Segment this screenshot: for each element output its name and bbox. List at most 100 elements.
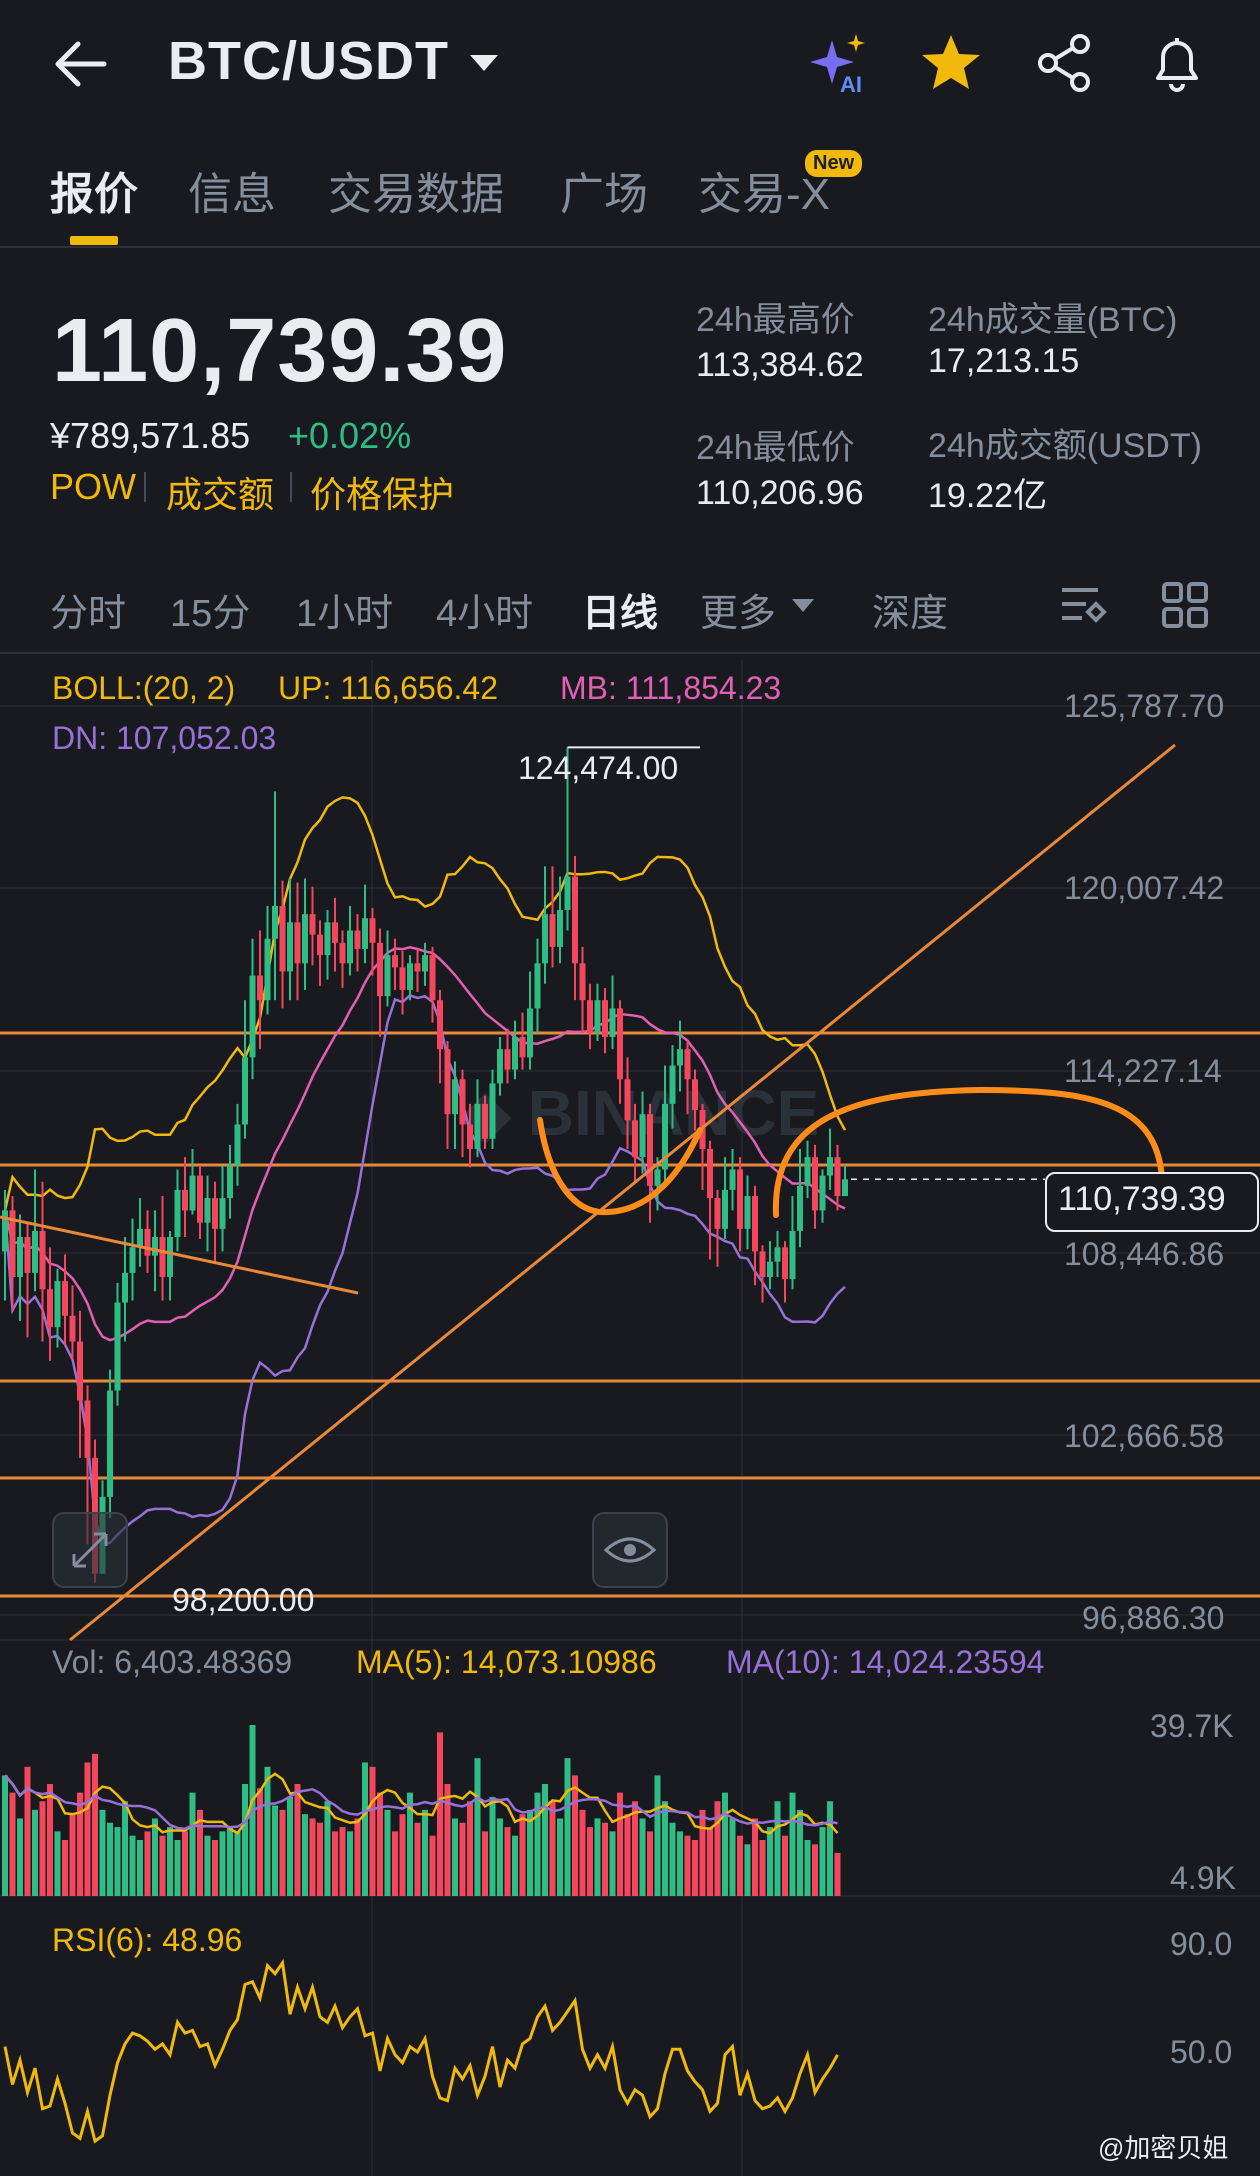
candle-body — [317, 934, 323, 956]
volume-bar — [339, 1827, 346, 1896]
volume-bar — [62, 1840, 68, 1896]
tab-quote[interactable]: 报价 — [50, 170, 138, 219]
stat-high-value: 113,384.62 — [696, 346, 864, 384]
volume-bar — [459, 1822, 466, 1896]
candle-body — [414, 963, 421, 972]
volume-bar — [354, 1818, 361, 1896]
candle-body — [129, 1247, 136, 1273]
candle-body — [459, 1079, 466, 1125]
candle-body — [54, 1281, 61, 1328]
volume-bar — [437, 1732, 443, 1896]
candle-body — [587, 1000, 593, 1033]
interval-15m[interactable]: 15分 — [170, 593, 251, 635]
tab-active-indicator — [70, 236, 118, 245]
volume-bar — [729, 1818, 736, 1896]
candle-body — [152, 1237, 158, 1256]
volume-bar — [527, 1809, 533, 1896]
volume-bar — [324, 1801, 331, 1896]
interval-4h[interactable]: 4小时 — [436, 593, 534, 635]
candle-body — [467, 1124, 473, 1149]
tag-price-protection[interactable]: 价格保护 — [310, 474, 455, 515]
volume-bar — [264, 1766, 271, 1896]
candle-body — [219, 1198, 226, 1229]
ai-sparkle-icon[interactable]: AI — [806, 30, 872, 96]
toggle-visibility-button[interactable] — [592, 1512, 668, 1588]
candle-body — [32, 1230, 38, 1273]
candle-body — [39, 1230, 46, 1290]
rsi-axis-label: 50.0 — [1170, 2034, 1233, 2070]
price-axis-label: 96,886.30 — [1082, 1600, 1225, 1636]
tab-trading-data[interactable]: 交易数据 — [328, 170, 504, 219]
pair-dropdown-caret-icon[interactable] — [470, 55, 498, 71]
candle-body — [47, 1289, 53, 1328]
boll-lower-line — [3, 993, 846, 1546]
share-icon[interactable] — [1032, 30, 1098, 96]
volume-bar — [714, 1801, 721, 1896]
candle-body — [632, 1120, 638, 1158]
volume-bar — [99, 1809, 106, 1896]
volume-bar — [707, 1827, 713, 1896]
candle-body — [669, 1065, 676, 1104]
candle-body — [287, 922, 293, 972]
candle-body — [639, 1114, 646, 1158]
candle-body — [324, 922, 331, 956]
back-arrow-icon[interactable] — [50, 38, 110, 90]
candle-body — [594, 1000, 601, 1033]
candle-body — [384, 955, 391, 997]
candle-body — [609, 1008, 616, 1037]
last-price-marker[interactable] — [1045, 1172, 1259, 1232]
interval-1h[interactable]: 1小时 — [296, 593, 394, 635]
price-axis-label: 108,446.86 — [1064, 1236, 1225, 1272]
interval-more[interactable]: 更多 — [700, 593, 777, 635]
volume-bar — [24, 1766, 31, 1896]
candle-body — [227, 1165, 233, 1199]
trendline — [69, 743, 1176, 1642]
volume-bar — [767, 1827, 773, 1896]
candle-body — [489, 1083, 496, 1139]
fullscreen-button[interactable] — [52, 1512, 128, 1588]
volume-bar — [377, 1792, 383, 1896]
volume-ma5: MA(5): 14,073.10986 — [356, 1644, 657, 1680]
star-icon[interactable] — [918, 30, 984, 96]
tab-square[interactable]: 广场 — [560, 170, 648, 219]
interval-depth[interactable]: 深度 — [872, 593, 949, 635]
tag-turnover[interactable]: 成交额 — [166, 474, 275, 515]
candle-body — [114, 1302, 121, 1391]
candle-body — [17, 1237, 23, 1278]
volume-bar — [287, 1796, 293, 1896]
chevron-down-icon[interactable] — [790, 596, 816, 614]
bell-icon[interactable] — [1144, 30, 1210, 96]
volume-bar — [587, 1827, 593, 1896]
candle-body — [737, 1169, 743, 1229]
candle-body — [437, 1000, 443, 1050]
stat-high-label: 24h最高价 — [696, 301, 855, 339]
candle-body — [279, 905, 286, 972]
volume-bar — [519, 1814, 526, 1896]
volume-bar — [819, 1827, 826, 1896]
tab-info[interactable]: 信息 — [188, 170, 276, 219]
volume-bar — [234, 1831, 241, 1896]
layout-grid-icon[interactable] — [1160, 580, 1210, 630]
indicator-settings-icon[interactable] — [1058, 580, 1108, 630]
volume-bar — [549, 1801, 556, 1896]
user-drawings — [0, 743, 1176, 1642]
candle-body — [369, 918, 376, 943]
candle-body — [422, 955, 428, 972]
rsi-polyline — [3, 1958, 839, 2144]
volume-bar — [504, 1827, 511, 1896]
interval-time-share[interactable]: 分时 — [50, 593, 127, 635]
tag-pow[interactable]: POW — [50, 466, 136, 507]
candle-body — [834, 1157, 841, 1197]
pair-title[interactable]: BTC/USDT — [168, 31, 449, 91]
interval-daily[interactable]: 日线 — [582, 593, 659, 635]
kline-chart[interactable]: ◆ BINANCE — [0, 655, 1260, 2176]
volume-bar — [797, 1809, 803, 1896]
volume-bar — [594, 1818, 601, 1896]
volume-bar — [39, 1801, 46, 1896]
boll-dn: DN: 107,052.03 — [52, 720, 277, 756]
tab-trade-x[interactable]: 交易-X — [698, 170, 830, 219]
volume-bar — [722, 1792, 728, 1896]
volume-bar — [789, 1792, 796, 1896]
volume-bar — [692, 1840, 698, 1896]
new-badge: New — [805, 150, 863, 177]
